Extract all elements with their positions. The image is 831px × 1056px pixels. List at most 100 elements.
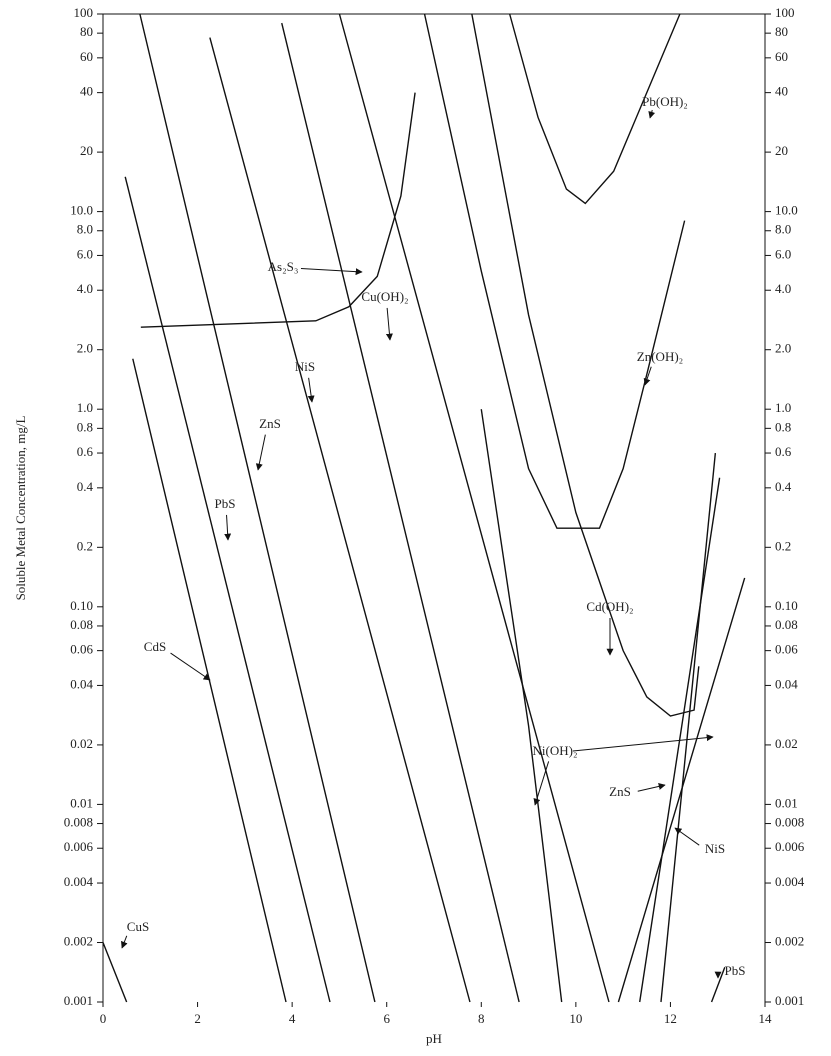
y-tick-label: 0.08 xyxy=(70,617,93,632)
label-arrow xyxy=(675,828,699,845)
y-tick-label: 0.004 xyxy=(64,874,94,889)
curve xyxy=(425,14,685,528)
curve xyxy=(640,478,720,1002)
series-label: CdS xyxy=(144,639,166,654)
curve xyxy=(481,409,561,1002)
x-tick-label: 4 xyxy=(289,1011,296,1026)
y-tick-label: 0.08 xyxy=(775,617,798,632)
y-tick-label: 0.2 xyxy=(77,538,93,553)
y-tick-label: 10.0 xyxy=(70,203,93,218)
y-tick-label: 60 xyxy=(775,49,788,64)
label-arrow xyxy=(301,269,362,272)
y-tick-label: 0.8 xyxy=(775,419,791,434)
y-tick-label: 1.0 xyxy=(77,400,93,415)
y-tick-label: 10.0 xyxy=(775,203,798,218)
curve xyxy=(140,14,375,1002)
x-axis-title: pH xyxy=(426,1031,442,1046)
curve xyxy=(472,14,699,716)
y-tick-label: 40 xyxy=(80,84,93,99)
series-label: NiS xyxy=(295,359,315,374)
y-tick-label: 0.10 xyxy=(775,598,798,613)
y-tick-label: 100 xyxy=(74,5,94,20)
y-tick-label: 0.8 xyxy=(77,419,93,434)
y-tick-label: 0.06 xyxy=(775,642,798,657)
y-tick-label: 0.02 xyxy=(70,736,93,751)
label-arrow xyxy=(638,785,665,791)
y-tick-label: 0.4 xyxy=(77,479,94,494)
series-label: Cd(OH)₂ xyxy=(586,599,633,614)
y-axis-title: Soluble Metal Concentration, mg/L xyxy=(13,416,28,601)
y-tick-label: 0.06 xyxy=(70,642,93,657)
y-tick-label: 0.002 xyxy=(64,934,93,949)
y-tick-label: 0.01 xyxy=(70,795,93,810)
x-tick-label: 6 xyxy=(383,1011,390,1026)
curve xyxy=(103,943,127,1002)
label-arrow xyxy=(535,761,549,805)
x-tick-label: 10 xyxy=(569,1011,582,1026)
y-tick-label: 0.04 xyxy=(775,676,798,691)
label-arrow xyxy=(650,110,652,118)
series-label: CuS xyxy=(127,919,149,934)
series-label: As₂S₃ xyxy=(268,259,299,274)
y-tick-label: 0.006 xyxy=(64,839,94,854)
y-tick-label: 0.01 xyxy=(775,795,798,810)
y-tick-label: 0.02 xyxy=(775,736,798,751)
label-arrow xyxy=(573,737,713,751)
y-tick-label: 20 xyxy=(80,143,93,158)
x-tick-label: 14 xyxy=(759,1011,773,1026)
series-label: Cu(OH)₂ xyxy=(361,289,408,304)
y-tick-label: 100 xyxy=(775,5,795,20)
y-tick-label: 0.008 xyxy=(64,815,93,830)
y-tick-label: 0.006 xyxy=(775,839,805,854)
y-tick-label: 0.10 xyxy=(70,598,93,613)
series-label: PbS xyxy=(725,963,746,978)
label-arrow xyxy=(227,515,228,540)
y-tick-label: 0.04 xyxy=(70,676,93,691)
label-arrow xyxy=(309,378,312,402)
y-tick-label: 40 xyxy=(775,84,788,99)
label-arrow xyxy=(258,435,265,470)
y-tick-label: 0.001 xyxy=(64,993,93,1008)
label-arrow xyxy=(122,936,127,948)
series-label: Zn(OH)₂ xyxy=(637,349,683,364)
y-tick-label: 8.0 xyxy=(77,222,93,237)
y-tick-label: 0.6 xyxy=(77,444,94,459)
curve xyxy=(712,967,725,1002)
label-arrow xyxy=(387,308,390,340)
y-tick-label: 20 xyxy=(775,143,788,158)
series-label: PbS xyxy=(215,496,236,511)
y-tick-label: 0.004 xyxy=(775,874,805,889)
y-tick-label: 0.4 xyxy=(775,479,792,494)
y-tick-label: 0.001 xyxy=(775,993,804,1008)
y-tick-label: 2.0 xyxy=(77,341,93,356)
y-tick-label: 80 xyxy=(80,24,93,39)
x-tick-label: 8 xyxy=(478,1011,485,1026)
series-label: ZnS xyxy=(259,416,281,431)
chart: Soluble Metal Concentration, mg/L pH 100… xyxy=(0,0,831,1056)
curve xyxy=(125,177,330,1002)
x-tick-label: 2 xyxy=(194,1011,201,1026)
curve xyxy=(661,453,715,1002)
curve xyxy=(133,359,286,1002)
y-tick-label: 0.2 xyxy=(775,538,791,553)
y-tick-label: 2.0 xyxy=(775,341,791,356)
series-label: Pb(OH)₂ xyxy=(642,94,688,109)
y-tick-label: 60 xyxy=(80,49,93,64)
y-tick-label: 80 xyxy=(775,24,788,39)
y-tick-label: 0.002 xyxy=(775,934,804,949)
y-tick-label: 8.0 xyxy=(775,222,791,237)
x-tick-label: 0 xyxy=(100,1011,107,1026)
y-tick-label: 6.0 xyxy=(77,246,93,261)
y-tick-label: 0.008 xyxy=(775,815,804,830)
y-tick-label: 6.0 xyxy=(775,246,791,261)
series-label: Ni(OH)₂ xyxy=(533,743,578,758)
y-tick-label: 4.0 xyxy=(775,281,791,296)
y-tick-label: 0.6 xyxy=(775,444,792,459)
curve xyxy=(282,23,519,1002)
curve xyxy=(339,14,609,1002)
x-tick-label: 12 xyxy=(664,1011,677,1026)
y-tick-label: 1.0 xyxy=(775,400,791,415)
series-label: ZnS xyxy=(609,784,631,799)
series-label: NiS xyxy=(705,841,725,856)
y-tick-label: 4.0 xyxy=(77,281,93,296)
